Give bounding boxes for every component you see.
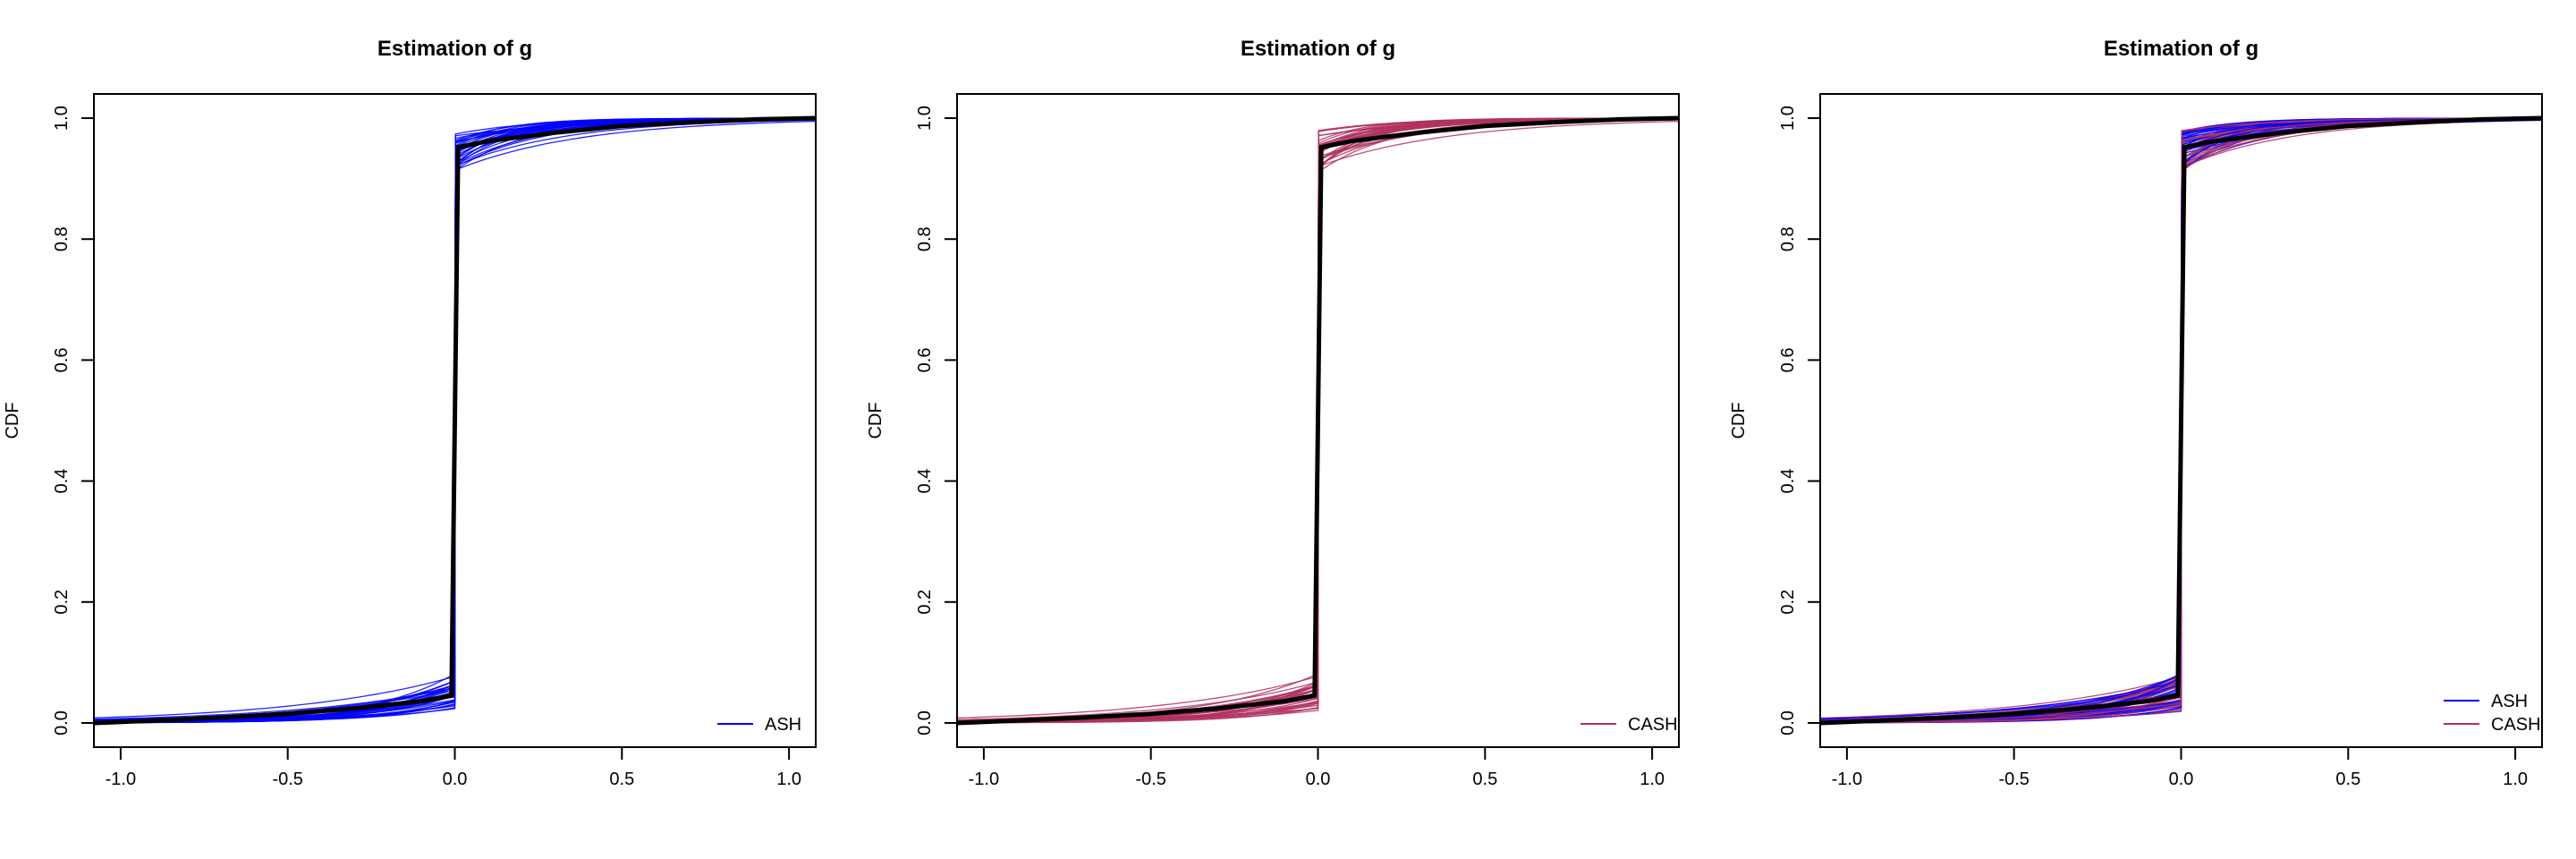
y-tick-label: 0.6	[52, 348, 72, 373]
x-tick-label: -0.5	[1135, 770, 1165, 789]
y-tick-label: 0.2	[915, 590, 935, 615]
series-line-1	[94, 115, 816, 726]
y-axis: 0.0 0.2 0.4 0.6 0.8 1.0	[52, 106, 95, 736]
legend-label: CASH	[1628, 715, 1678, 735]
x-tick-label: 1.0	[1640, 770, 1665, 789]
y-axis-label: CDF	[866, 402, 886, 438]
y-tick-label: 1.0	[52, 106, 72, 131]
y-axis-label: CDF	[1729, 402, 1749, 438]
y-tick-label: 0.8	[915, 226, 935, 251]
y-tick-label: 0.8	[52, 226, 72, 251]
y-axis: 0.0 0.2 0.4 0.6 0.8 1.0	[1778, 106, 1821, 736]
y-tick-label: 0.2	[1778, 590, 1798, 615]
y-tick-label: 0.6	[1778, 348, 1798, 373]
legend: ASH CASH	[2444, 692, 2541, 735]
legend-label: CASH	[2491, 715, 2541, 735]
x-axis: -1.0 -0.5 0.0 0.5 1.0	[106, 746, 801, 789]
x-tick-label: -0.5	[1998, 770, 2029, 789]
x-tick-label: 0.5	[2335, 770, 2360, 789]
y-axis: 0.0 0.2 0.4 0.6 0.8 1.0	[915, 106, 958, 736]
x-tick-label: 0.0	[2169, 770, 2194, 789]
x-tick-label: -1.0	[106, 770, 136, 789]
legend-label: ASH	[765, 715, 801, 735]
y-tick-label: 0.0	[915, 710, 935, 736]
x-tick-label: 0.0	[443, 770, 468, 789]
chart-title: Estimation of g	[2104, 37, 2258, 61]
series-line-1	[1820, 115, 2542, 726]
series-line-1	[957, 115, 1679, 726]
y-tick-label: 1.0	[915, 106, 935, 131]
y-tick-label: 0.4	[52, 469, 72, 494]
x-tick-label: -0.5	[272, 770, 302, 789]
x-tick-label: 1.0	[2503, 770, 2528, 789]
y-axis-label: CDF	[3, 402, 22, 438]
x-tick-label: 1.0	[776, 770, 801, 789]
x-tick-label: -1.0	[969, 770, 999, 789]
x-axis: -1.0 -0.5 0.0 0.5 1.0	[969, 746, 1665, 789]
legend-label: ASH	[2491, 692, 2528, 711]
y-tick-label: 0.0	[52, 710, 72, 736]
y-tick-label: 0.4	[1778, 469, 1798, 494]
y-tick-label: 0.0	[1778, 710, 1798, 736]
y-tick-label: 0.6	[915, 348, 935, 373]
y-tick-label: 1.0	[1778, 106, 1798, 131]
chart-title: Estimation of g	[1241, 37, 1395, 61]
legend: CASH	[1580, 715, 1678, 735]
y-tick-label: 0.8	[1778, 226, 1798, 251]
y-tick-label: 0.4	[915, 469, 935, 494]
x-tick-label: -1.0	[1832, 770, 1862, 789]
x-tick-label: 0.5	[1472, 770, 1497, 789]
chart-title: Estimation of g	[377, 37, 532, 61]
y-tick-label: 0.2	[52, 590, 72, 615]
x-tick-label: 0.0	[1306, 770, 1331, 789]
x-axis: -1.0 -0.5 0.0 0.5 1.0	[1832, 746, 2528, 789]
legend: ASH	[717, 715, 801, 735]
x-tick-label: 0.5	[609, 770, 634, 789]
